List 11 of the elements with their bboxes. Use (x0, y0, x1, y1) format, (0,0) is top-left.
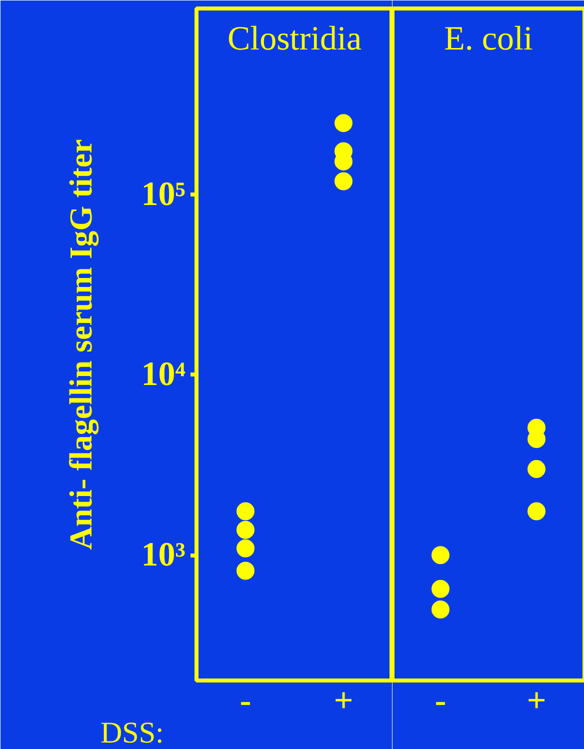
x-tick-label: + (526, 682, 546, 720)
text: DSS: (100, 716, 164, 749)
y-tick-label: 10⁵ (141, 176, 186, 213)
x-tick-label: + (334, 682, 354, 720)
y-axis-title: Anti- flagellin serum IgG titer (62, 139, 100, 550)
x-tick-label: - (434, 682, 446, 720)
chart-title: E. coli (444, 20, 533, 58)
y-tick-label: 10⁴ (141, 356, 186, 394)
x-tick-label: - (240, 682, 252, 720)
chart-title: Clostridia (227, 20, 362, 58)
y-tick-label: 10³ (141, 536, 186, 574)
